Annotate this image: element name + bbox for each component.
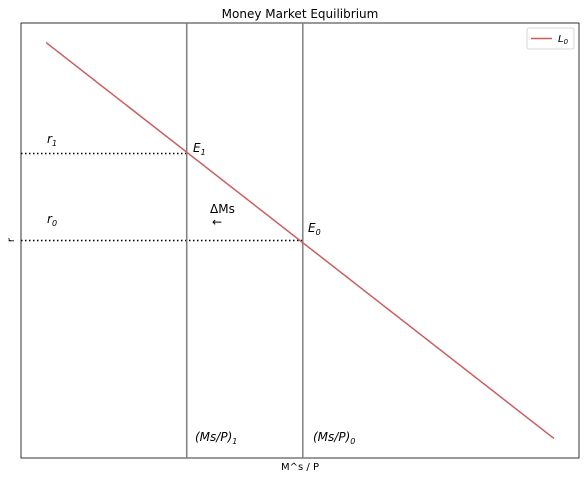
r1-label: r1 bbox=[47, 132, 57, 148]
legend: L0 bbox=[526, 27, 575, 50]
ms-p-0-label: (Ms/P)0 bbox=[313, 430, 355, 446]
series-line-l0 bbox=[45, 41, 555, 440]
chart-title: Money Market Equilibrium bbox=[222, 7, 379, 21]
y-axis-label: r bbox=[6, 237, 17, 242]
delta-ms-label: ΔMs bbox=[210, 202, 235, 216]
ms-p-1-label: (Ms/P)1 bbox=[195, 430, 237, 446]
e1-label: E1 bbox=[193, 141, 206, 157]
r0-label: r0 bbox=[47, 212, 57, 228]
legend-label-l0: L0 bbox=[558, 34, 569, 46]
x-axis-label: M^s / P bbox=[281, 462, 319, 473]
e0-label: E0 bbox=[308, 221, 321, 237]
shift-arrow: ← bbox=[212, 215, 222, 229]
